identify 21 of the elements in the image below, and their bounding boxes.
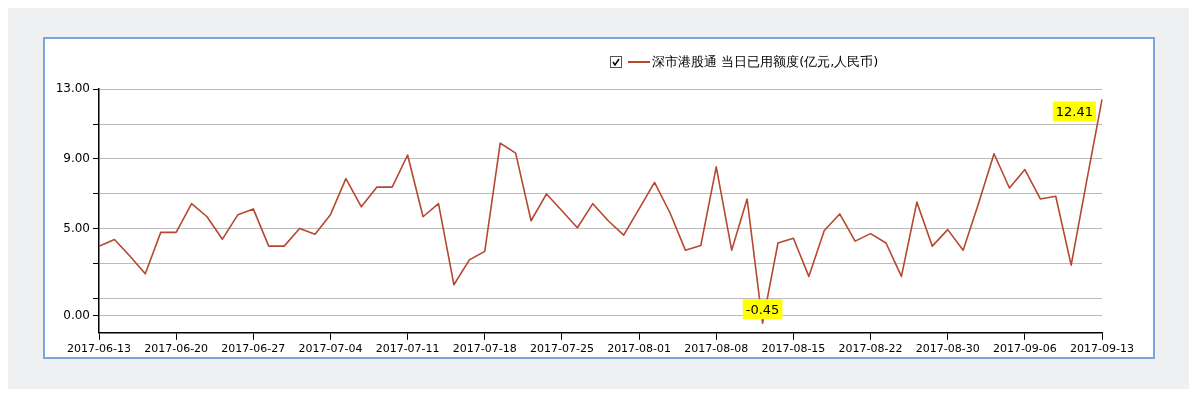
x-tick-label: 2017-08-15 (761, 342, 826, 356)
x-tick-label: 2017-08-22 (838, 342, 903, 356)
y-tick-label: 13.00 (55, 81, 90, 96)
legend-label: 深市港股通 当日已用额度(亿元,人民币) (652, 53, 879, 71)
x-tick-label: 2017-08-08 (684, 342, 749, 356)
x-tick-label: 2017-06-20 (144, 342, 209, 356)
x-tick-label: 2017-07-25 (529, 342, 594, 356)
x-tick-label: 2017-06-13 (67, 342, 131, 356)
y-tick-label: 9.00 (63, 150, 90, 165)
x-tick-label: 2017-07-04 (298, 342, 363, 356)
y-tick-label: 5.00 (63, 220, 90, 235)
x-tick-label: 2017-07-18 (452, 342, 517, 356)
y-tick-label: 0.00 (63, 307, 90, 322)
data-label: 12.41 (1055, 103, 1094, 119)
x-tick-label: 2017-08-01 (607, 342, 672, 356)
x-tick-label: 2017-07-11 (375, 342, 440, 356)
x-tick-label: 2017-09-06 (992, 342, 1057, 356)
x-tick-label: 2017-09-13 (1070, 342, 1135, 356)
data-label: -0.45 (745, 301, 780, 317)
x-tick-label: 2017-06-27 (221, 342, 286, 356)
x-tick-label: 2017-08-30 (915, 342, 980, 356)
